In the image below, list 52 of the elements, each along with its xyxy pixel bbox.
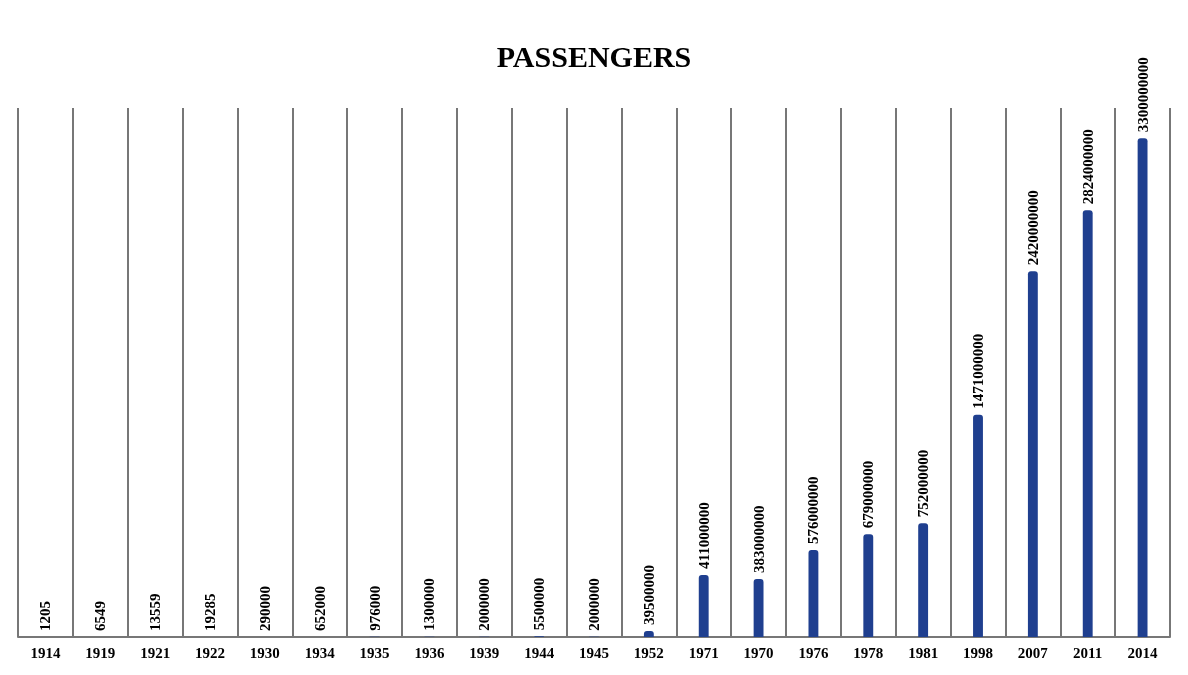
bar	[698, 574, 709, 637]
x-tick-label: 1978	[853, 644, 884, 661]
bar	[973, 414, 983, 637]
data-label: 39500000	[640, 565, 657, 626]
x-tick-label: 1934	[304, 644, 336, 661]
x-tick-label: 1921	[140, 644, 171, 661]
bar	[808, 549, 819, 637]
data-label: 1205	[37, 601, 54, 631]
data-label: 3300000000	[1134, 57, 1151, 133]
x-tick-label: 1970	[743, 644, 774, 661]
x-tick-label: 1998	[963, 644, 993, 661]
data-label: 383000000	[750, 505, 767, 574]
x-tick-label: 1944	[524, 644, 555, 661]
data-label: 6549	[92, 601, 109, 631]
data-label: 576000000	[805, 476, 822, 544]
data-label: 2420000000	[1024, 190, 1041, 266]
data-label: 2000000	[476, 578, 493, 631]
data-label: 1300000	[421, 578, 438, 631]
x-tick-label: 1936	[414, 644, 445, 661]
x-tick-label: 1981	[908, 644, 939, 661]
bar	[918, 523, 929, 637]
x-tick-label: 1971	[688, 644, 719, 661]
x-tick-label: 1952	[633, 644, 664, 661]
data-label: 5500000	[531, 577, 548, 631]
x-tick-label: 1945	[579, 644, 609, 661]
x-tick-label: 1935	[359, 644, 390, 661]
data-label: 290000	[256, 585, 273, 631]
x-tick-label: 1939	[469, 644, 500, 661]
data-label: 976000	[366, 585, 383, 631]
data-label: 19285	[202, 593, 218, 631]
data-label: 1471000000	[970, 333, 986, 409]
x-tick-label: 1922	[195, 644, 225, 661]
bar	[1137, 138, 1148, 637]
data-label: 2824000000	[1079, 129, 1096, 205]
data-label: 652000	[311, 585, 328, 631]
bar	[1027, 271, 1038, 637]
x-tick-label: 1976	[798, 644, 829, 661]
x-tick-label: 2011	[1073, 644, 1103, 661]
x-tick-label: 2014	[1127, 644, 1159, 661]
data-label: 2000000	[586, 578, 602, 631]
x-tick-label: 1930	[249, 644, 280, 661]
data-label: 411000000	[695, 502, 712, 569]
bar	[1082, 210, 1093, 637]
bar	[753, 579, 764, 637]
chart-title: PASSENGERS	[496, 39, 692, 73]
x-tick-label: 1919	[85, 644, 116, 661]
bar	[863, 534, 874, 637]
data-label: 13559	[147, 593, 164, 631]
data-label: 752000000	[915, 449, 932, 518]
x-tick-label: 1914	[30, 644, 61, 661]
data-label: 679000000	[860, 460, 877, 529]
x-tick-label: 2007	[1017, 644, 1049, 661]
